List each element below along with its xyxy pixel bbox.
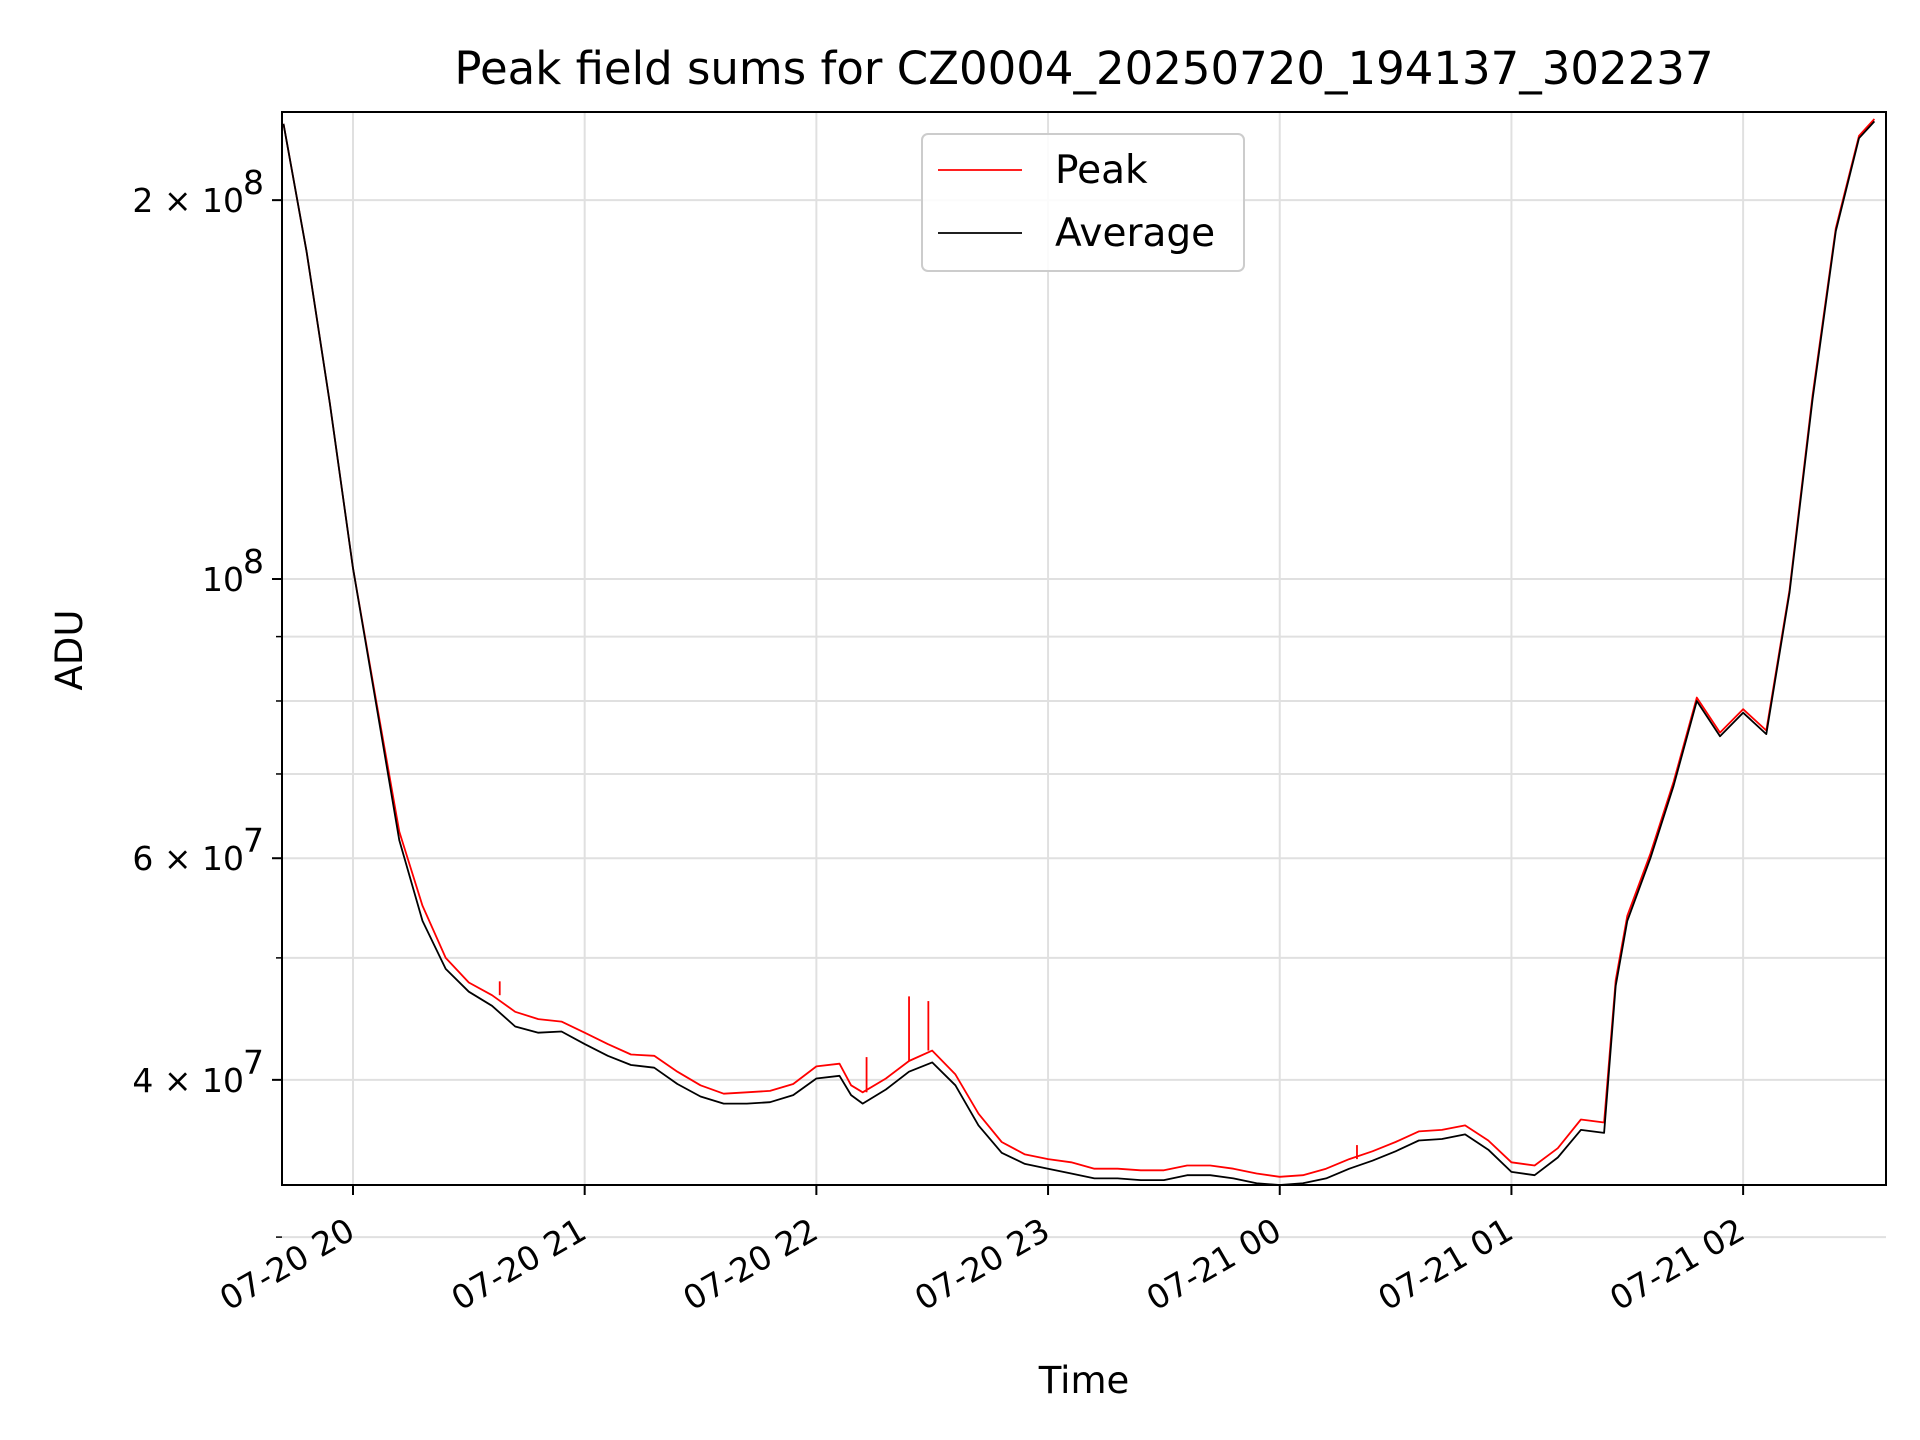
y-tick-label: 6 × 10 [132,839,244,878]
x-tick-label: 07-21 01 [1371,1210,1519,1318]
x-tick-label: 07-20 22 [676,1210,824,1318]
x-axis-label: Time [1038,1359,1130,1402]
y-tick-exponent: 7 [243,821,264,860]
y-tick-label: 2 × 10 [132,181,244,220]
legend: Peak Average [921,133,1245,272]
x-tick-label: 07-20 23 [908,1210,1056,1318]
grid-lines [282,112,1886,1239]
y-axis: 4 × 10 76 × 10 710 82 × 10 8 [132,163,282,1238]
plot-area-frame [281,111,1887,1186]
x-tick-label: 07-21 02 [1603,1210,1751,1318]
y-axis-label: ADU [48,610,91,691]
chart-title: Peak field sums for CZ0004_20250720_1941… [454,42,1713,95]
legend-label-average: Average [1055,211,1215,256]
y-tick-label: 10 [202,560,244,599]
y-tick-exponent: 8 [243,163,264,202]
x-tick-label: 07-20 20 [213,1210,361,1318]
y-tick-exponent: 8 [243,542,264,581]
legend-box [921,133,1245,272]
x-axis: 07-20 20 07-20 21 07-20 22 07-20 23 07-21 00… [213,1185,1751,1318]
legend-label-peak: Peak [1055,148,1148,193]
x-tick-label: 07-20 21 [445,1210,593,1318]
series-group [282,118,1876,1186]
x-tick-label: 07-21 00 [1140,1210,1288,1318]
y-tick-label: 4 × 10 [132,1061,244,1100]
series-line-peak [282,118,1876,1178]
series-line-average [282,120,1876,1186]
y-tick-exponent: 7 [243,1043,264,1082]
